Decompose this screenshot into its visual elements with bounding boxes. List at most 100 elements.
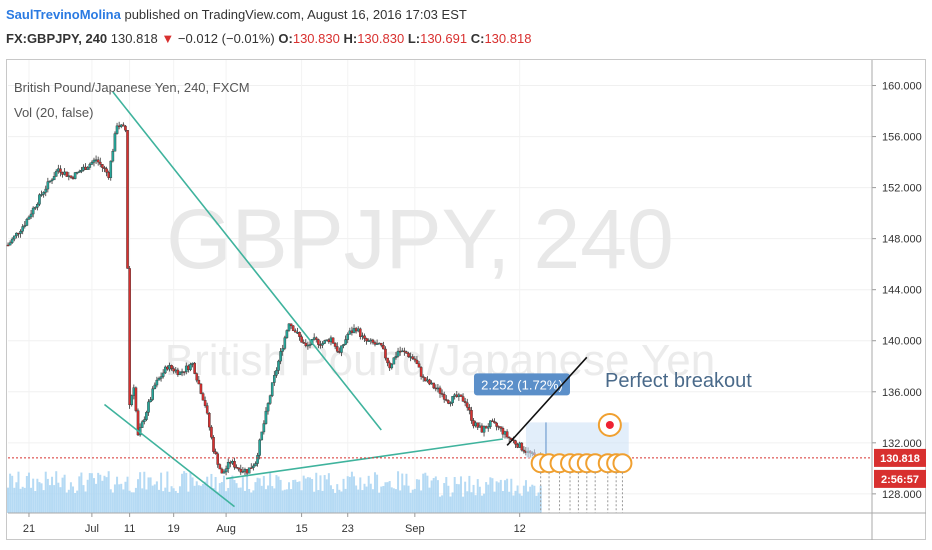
candle-body xyxy=(218,464,222,470)
candle-body xyxy=(470,410,473,421)
candle-body xyxy=(428,379,431,385)
candle-body xyxy=(371,339,375,343)
chart-grid xyxy=(8,60,872,513)
candle-body xyxy=(457,394,461,397)
volume-bar xyxy=(246,473,249,513)
author-link[interactable]: SaulTrevinoMolina xyxy=(6,7,121,22)
volume-bar xyxy=(340,491,343,513)
volume-bar xyxy=(464,481,467,513)
volume-bar xyxy=(151,485,154,513)
volume-bar xyxy=(325,479,328,513)
event-marker-dot-icon xyxy=(605,420,614,429)
candle-body xyxy=(518,442,521,448)
volume-bar xyxy=(36,478,39,513)
candle-body xyxy=(329,337,333,343)
candle-body xyxy=(497,426,501,428)
volume-bar xyxy=(420,490,423,513)
candle-body xyxy=(254,463,257,467)
candle-body xyxy=(78,171,81,173)
candle-body xyxy=(493,421,496,424)
volume-bar xyxy=(97,472,100,513)
volume-bar xyxy=(453,477,456,513)
volume-bar xyxy=(57,482,60,513)
x-tick-label: 23 xyxy=(342,523,354,535)
volume-bar xyxy=(499,479,502,513)
candle-body xyxy=(277,360,280,371)
volume-bar xyxy=(290,489,293,513)
volume-bar xyxy=(118,484,121,513)
time-axis: 21 Jul 11 19 Aug 15 23 Sep 12 xyxy=(8,512,926,535)
volume-bar xyxy=(466,491,469,513)
volume-bar xyxy=(449,496,452,513)
volume-bar xyxy=(23,487,26,513)
volume-bar xyxy=(397,471,400,513)
candle-body xyxy=(151,388,154,400)
volume-bar xyxy=(267,485,270,513)
volume-bar xyxy=(124,481,127,513)
candle-body xyxy=(398,350,402,353)
candle-body xyxy=(338,351,341,353)
volume-bar xyxy=(193,485,196,513)
volume-bar xyxy=(357,489,360,513)
volume-bar xyxy=(529,486,532,513)
candle-body xyxy=(17,232,20,235)
candle-body xyxy=(432,382,436,389)
volume-bar xyxy=(495,481,498,513)
candle-body xyxy=(117,125,121,128)
candle-body xyxy=(111,151,115,162)
volume-bar xyxy=(329,485,332,513)
volume-bar xyxy=(468,475,471,513)
volume-bar xyxy=(518,493,521,513)
volume-bar xyxy=(531,484,534,513)
volume-bar xyxy=(392,488,395,513)
volume-bar xyxy=(445,477,448,513)
low-value: 130.691 xyxy=(420,31,468,46)
y-tick-label: 160.000 xyxy=(882,81,922,93)
volume-bar xyxy=(17,471,20,513)
volume-bar xyxy=(178,486,181,513)
close-label: C: xyxy=(470,31,485,46)
countdown-tag-label: 2:56:57 xyxy=(881,474,919,486)
volume-bar xyxy=(432,477,435,513)
candle-body xyxy=(23,225,27,227)
x-tick-label: 19 xyxy=(168,523,180,535)
candle-body xyxy=(82,166,85,171)
chart-title: British Pound/Japanese Yen, 240, FXCM xyxy=(14,80,250,95)
volume-bar xyxy=(38,482,41,513)
candle-body xyxy=(474,422,477,427)
breakout-text: Perfect breakout xyxy=(605,370,752,392)
volume-bar xyxy=(451,492,454,513)
price-candles xyxy=(6,121,542,477)
volume-bar xyxy=(212,488,215,513)
candle-body xyxy=(208,413,211,428)
volume-bar xyxy=(183,471,186,513)
candle-body xyxy=(214,451,217,454)
candle-body xyxy=(289,323,293,327)
candle-body xyxy=(350,330,354,333)
candle-body xyxy=(168,365,171,370)
volume-bar xyxy=(153,484,156,513)
candle-body xyxy=(50,179,54,182)
volume-bar xyxy=(195,481,198,513)
volume-bar xyxy=(208,487,211,513)
candle-body xyxy=(377,342,381,345)
candle-body xyxy=(239,468,243,473)
candle-body xyxy=(264,410,268,424)
volume-bar xyxy=(422,473,425,513)
high-label: H: xyxy=(343,31,358,46)
candle-body xyxy=(44,188,48,193)
volume-bar xyxy=(315,472,318,513)
volume-indicator-label[interactable]: Vol (20, false) xyxy=(14,105,94,120)
candle-body xyxy=(115,125,119,134)
volume-bar xyxy=(394,489,397,513)
candle-body xyxy=(413,358,417,361)
volume-bar xyxy=(76,490,79,513)
volume-bar xyxy=(273,488,276,513)
volume-bar xyxy=(516,485,519,513)
volume-bar xyxy=(457,484,460,513)
volume-bar xyxy=(256,477,259,513)
y-tick-label: 128.000 xyxy=(882,489,922,501)
candle-body xyxy=(514,440,517,445)
volume-bar xyxy=(510,478,513,513)
